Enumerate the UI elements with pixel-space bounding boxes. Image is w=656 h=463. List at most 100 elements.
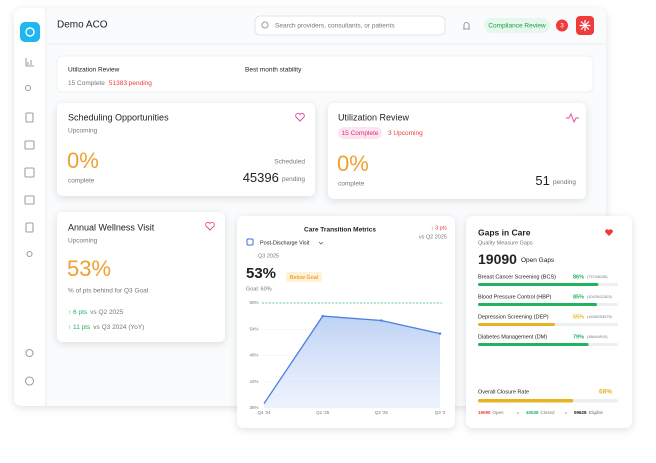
measure-value: 79%	[573, 334, 584, 340]
search-icon	[261, 21, 269, 29]
heart-icon	[605, 229, 613, 236]
open-line: 19090 Open Gaps	[478, 251, 555, 267]
scheduling-card[interactable]	[57, 103, 315, 196]
separator-dot	[565, 412, 567, 414]
search-placeholder: Search providers, consultants, or patien…	[275, 23, 395, 30]
measure-list: Breast Cancer Screening (BCS) 86% (7374/81…	[478, 274, 618, 415]
nav-profile[interactable]	[26, 250, 33, 258]
nav-settings[interactable]	[25, 348, 34, 358]
goal-label: Goal: 60%	[246, 286, 272, 292]
measure-value: 86%	[573, 274, 584, 280]
card-title: Utilization Review	[338, 112, 410, 122]
progress-bar	[478, 283, 599, 286]
progress-bar	[478, 323, 555, 326]
measure-value: 85%	[573, 294, 584, 300]
measure-name: Diabetes Management (DM)	[478, 334, 547, 340]
app-title: Demo ACO	[57, 20, 108, 31]
overall-name: Overall Closure Rate	[478, 389, 529, 395]
percent: 0%	[67, 148, 99, 173]
measure-detail: (3864/4910)	[587, 335, 608, 339]
badge-count: 3	[560, 23, 564, 30]
x-tick-label: Q3 '2	[435, 410, 446, 415]
nav-wallet[interactable]	[24, 195, 35, 205]
trend: ↑ 11 pts vs Q3 2024 (YoY)	[68, 324, 144, 331]
trend-compare: vs Q2 2025	[90, 309, 124, 316]
logo[interactable]	[20, 22, 40, 42]
sidebar	[14, 8, 46, 406]
measure-detail: (7374/8106)	[587, 275, 608, 279]
upcoming-label: 3 Upcoming	[388, 130, 423, 137]
card-subtitle: Upcoming	[68, 238, 98, 245]
nav-help[interactable]	[24, 376, 35, 386]
notification-badge[interactable]	[556, 19, 568, 32]
pending-count: 45396	[243, 170, 279, 185]
pending-label: pending	[553, 179, 577, 186]
trend-compare: vs Q3 2024 (YoY)	[93, 324, 144, 331]
nav-building[interactable]	[24, 167, 35, 178]
nav-clipboard[interactable]	[25, 112, 34, 123]
nav-users[interactable]	[24, 84, 32, 92]
delta-compare: vs Q2 2025	[419, 234, 447, 240]
point	[438, 332, 442, 335]
compliance-pill[interactable]	[484, 18, 550, 33]
total-count: 40538	[526, 410, 539, 415]
card-title: Care Transition Metrics	[304, 227, 376, 234]
pulse-icon[interactable]	[566, 112, 579, 124]
heart-icon[interactable]	[295, 112, 305, 122]
nav-analytics[interactable]	[25, 58, 34, 67]
bell-icon[interactable]	[463, 21, 470, 30]
pending-line: 45396 pending	[243, 170, 306, 185]
status-label: Below Goal	[290, 275, 318, 281]
logo-mark	[25, 27, 35, 37]
trend: ↑ 6 pts vs Q2 2025	[68, 309, 124, 316]
compliance-label: Compliance Review	[488, 23, 546, 30]
nav-document[interactable]	[25, 222, 34, 233]
sidebar-icons	[24, 58, 35, 386]
pending-label: pending	[282, 176, 306, 183]
wellness-card[interactable]	[57, 212, 225, 342]
measure-name: Blood Pressure Control (HBP)	[478, 294, 552, 300]
total: 59628 Eligible	[574, 410, 604, 415]
nav-calendar[interactable]	[24, 140, 35, 150]
summary-complete: 15 Complete	[68, 80, 105, 87]
scheduled-label: Scheduled	[274, 159, 305, 166]
total: 40538 Closed	[526, 410, 555, 415]
gaps-card[interactable]	[466, 216, 632, 428]
search-box[interactable]	[254, 15, 446, 36]
complete-pill	[338, 127, 382, 139]
card-title: Annual Wellness Visit	[68, 222, 155, 232]
percent-caption: complete	[68, 178, 95, 185]
caption: % of pts behind for Q3 Goal	[68, 288, 149, 295]
percent-caption: complete	[338, 181, 365, 188]
card-subtitle: Quality Measure Gaps	[478, 240, 533, 246]
card-title: Scheduling Opportunities	[68, 112, 169, 122]
y-tick-label: 36%	[249, 405, 258, 410]
open-label: Open Gaps	[521, 257, 555, 264]
total-count: 59628	[574, 410, 587, 415]
measure-detail: (16982/53579)	[587, 315, 612, 319]
pending-count: 51	[535, 173, 549, 188]
delta: ↓ 3 pts	[431, 225, 447, 231]
line	[263, 315, 441, 404]
card-subtitle: Upcoming	[68, 128, 98, 135]
period: Q3 2025	[258, 253, 279, 259]
overall-value: 68%	[599, 389, 612, 396]
total-label: Open	[493, 410, 505, 415]
dropdown-caret	[318, 241, 324, 245]
metric-select[interactable]: Post-Discharge Visit	[260, 240, 310, 246]
progress-bar	[478, 343, 589, 346]
utilization-card[interactable]	[328, 103, 586, 199]
measure-name: Breast Cancer Screening (BCS)	[478, 274, 556, 280]
complete-label: 15 Complete	[342, 130, 379, 137]
x-tick-label: Q2 '25	[375, 410, 389, 415]
calendar-icon	[246, 238, 254, 246]
current-value: 53%	[246, 265, 276, 282]
heart-icon[interactable]	[205, 221, 215, 231]
separator-dot	[517, 412, 519, 414]
trend-delta: ↑ 6 pts	[68, 309, 88, 316]
summary-pending: 51383 pending	[109, 80, 152, 87]
trend-delta: ↑ 11 pts	[68, 324, 91, 331]
percent: 53%	[67, 256, 111, 281]
y-tick-label: 48%	[249, 353, 258, 358]
